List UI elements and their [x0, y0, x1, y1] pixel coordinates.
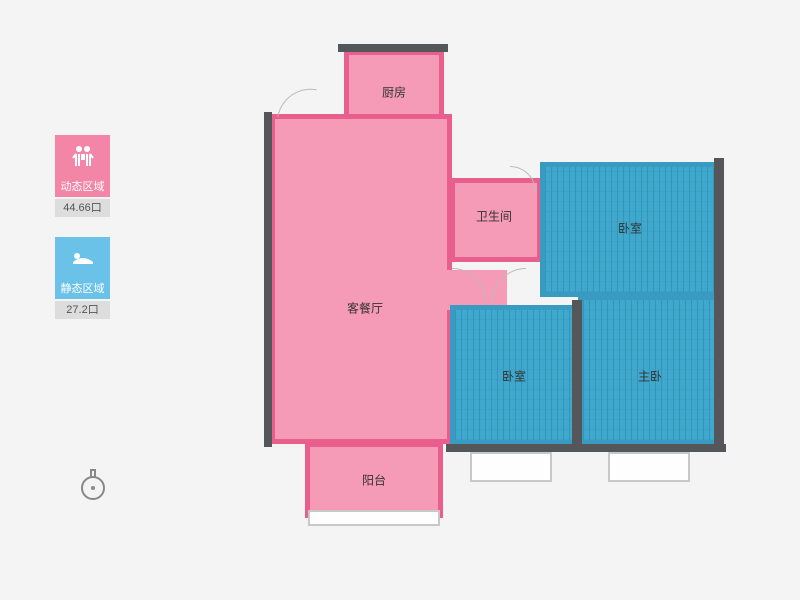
legend-dynamic-value: 44.66口: [55, 199, 110, 217]
sleep-icon: [55, 237, 110, 279]
wall-segment: [714, 158, 724, 448]
room-label-living: 客餐厅: [347, 300, 383, 317]
zone-legend: 动态区域 44.66口 静态区域 27.2口: [55, 135, 120, 339]
legend-static-label: 静态区域: [55, 279, 110, 299]
legend-dynamic-label: 动态区域: [55, 177, 110, 197]
compass-icon: [78, 468, 108, 498]
window: [470, 452, 552, 482]
room-label-balcony: 阳台: [362, 472, 386, 489]
window: [608, 452, 690, 482]
room-living: [270, 114, 452, 444]
legend-static-value: 27.2口: [55, 301, 110, 319]
wall-segment: [264, 112, 272, 447]
window: [308, 510, 440, 526]
room-label-bath: 卫生间: [476, 208, 512, 225]
floor-plan: 厨房客餐厅卫生间阳台卧室卧室主卧: [270, 50, 730, 550]
wall-segment: [338, 44, 448, 52]
legend-dynamic: 动态区域 44.66口: [55, 135, 120, 217]
wall-segment: [572, 300, 582, 446]
door-arc: [510, 166, 536, 192]
legend-static: 静态区域 27.2口: [55, 237, 120, 319]
room-label-bed2: 卧室: [502, 368, 526, 385]
people-icon: [55, 135, 110, 177]
room-label-master: 主卧: [638, 368, 662, 385]
door-arc: [277, 83, 316, 122]
room-label-bed1: 卧室: [618, 220, 642, 237]
room-label-kitchen: 厨房: [382, 84, 406, 101]
wall-segment: [446, 444, 726, 452]
